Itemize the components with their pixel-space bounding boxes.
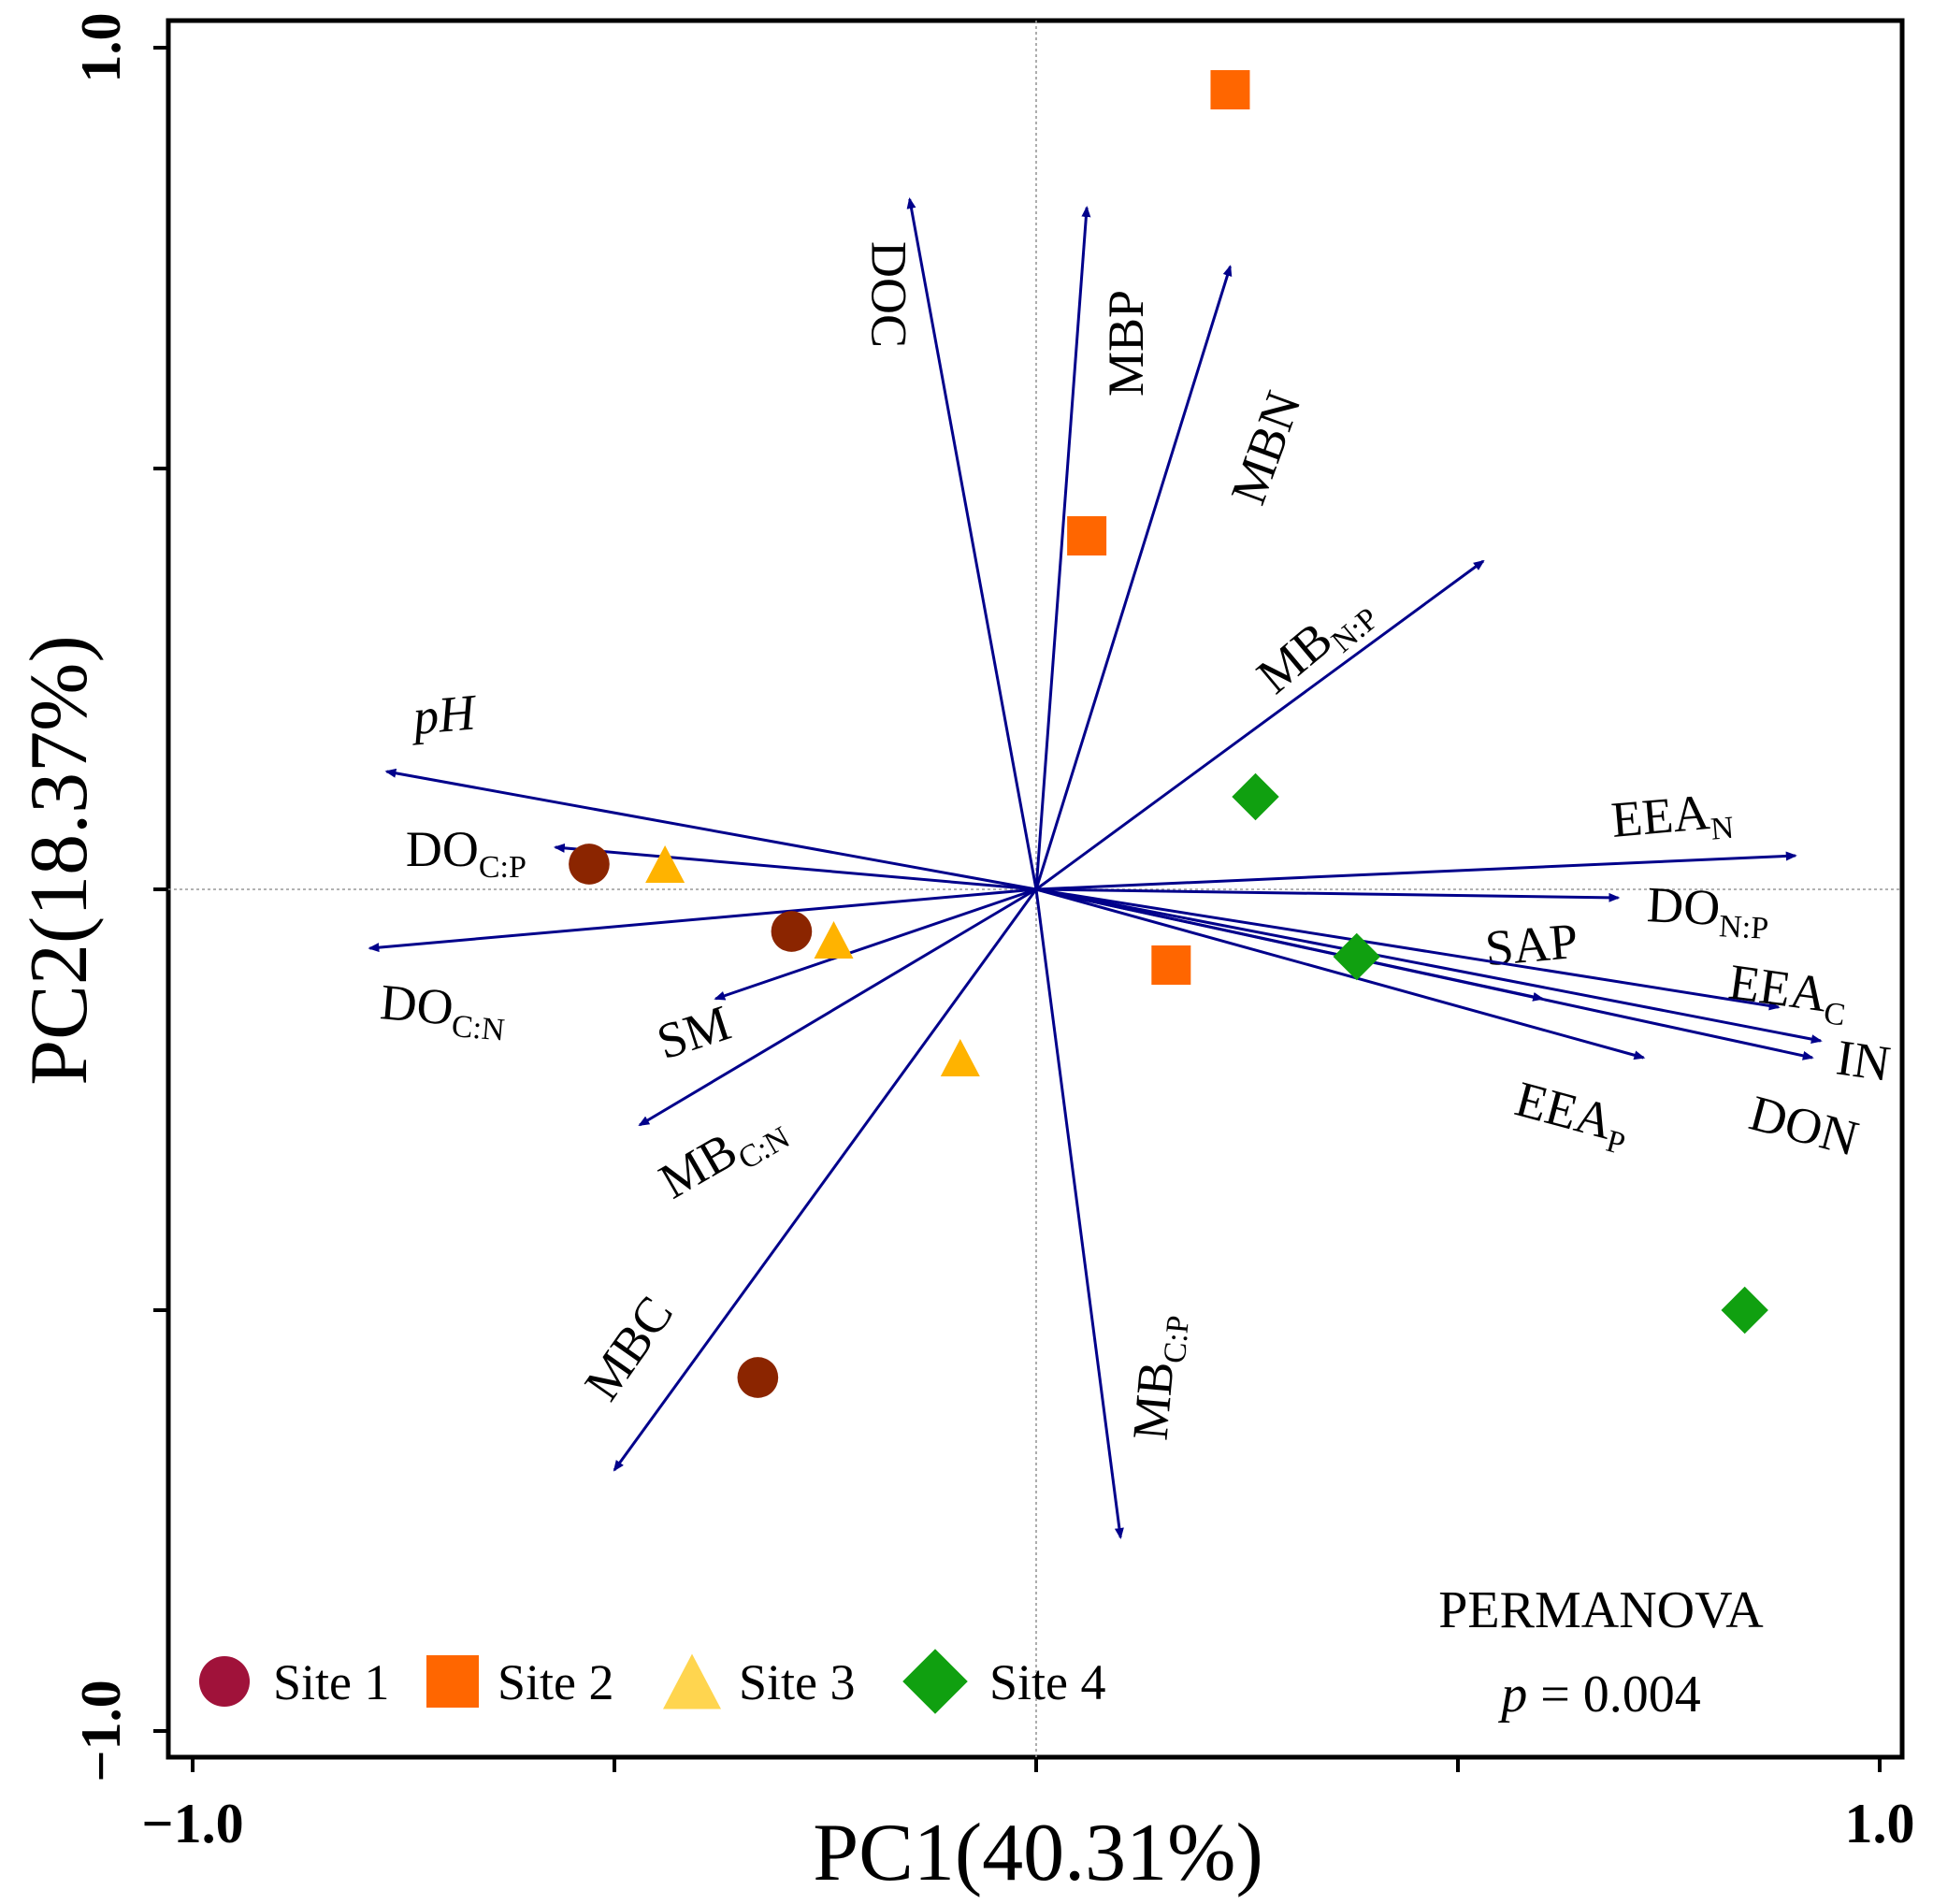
vector-mbp <box>1034 206 1091 890</box>
vector-label-main: DO <box>406 821 479 877</box>
vector-label-subscript: C:P <box>479 850 527 885</box>
y-axis-title: PC2(18.37%) <box>14 635 105 1086</box>
vector-do-c-p <box>553 843 1037 891</box>
x-tick-label: −1.0 <box>141 1793 243 1854</box>
vector-label-main: MBN <box>1219 384 1311 512</box>
vector-label-mb-c-n: MBC:N <box>650 1095 796 1216</box>
vector-label-mbc: MBC <box>573 1286 684 1410</box>
vector-label-main: MBP <box>1098 290 1154 397</box>
point-site-4 <box>1232 772 1279 821</box>
vector-label-subscript: C:P <box>1158 1314 1196 1364</box>
vector-label-main: EEA <box>1509 1071 1619 1150</box>
y-tick-label: 1.0 <box>70 13 132 83</box>
vector-sm <box>714 887 1037 1001</box>
p-value-text: = 0.004 <box>1527 1666 1701 1724</box>
vector-label-main: SM <box>650 994 737 1070</box>
vector-label-mbn: MBN <box>1219 384 1311 512</box>
legend-marker-site-3 <box>663 1653 721 1709</box>
vector-label-mb-n-p: MBN:P <box>1247 579 1386 710</box>
vector-label-subscript: N:P <box>1718 909 1769 946</box>
legend-marker-site-2 <box>426 1655 479 1708</box>
point-site-4 <box>1333 932 1380 981</box>
vector-label-mb-c-p: MBC:P <box>1121 1312 1196 1444</box>
legend-marker-site-4 <box>902 1649 968 1714</box>
vector-label-doc: DOC <box>861 241 917 348</box>
vector-doc <box>906 197 1038 890</box>
point-site-1 <box>569 844 610 885</box>
vector-eea-n <box>1035 851 1797 891</box>
vector-label-main: SAP <box>1483 913 1580 976</box>
vector-don <box>1035 887 1814 1060</box>
vector-label-do-c-n: DOC:N <box>378 974 509 1047</box>
vector-label-mbp: MBP <box>1098 290 1154 397</box>
legend-label: Site 1 <box>273 1654 390 1710</box>
vector-label-main: MB <box>650 1121 746 1209</box>
vector-eea-p <box>1035 887 1646 1060</box>
vector-label-sap: SAP <box>1483 913 1580 976</box>
point-site-3 <box>814 921 854 959</box>
legend-item-site-1: Site 1 <box>198 1654 390 1710</box>
vector-label-do-n-p: DON:P <box>1645 876 1770 946</box>
legend-label: Site 4 <box>989 1654 1106 1710</box>
vector-mb-c-n <box>638 887 1037 1127</box>
vector-label-subscript: C <box>1822 996 1848 1033</box>
vector-mb-c-p <box>1034 888 1124 1539</box>
vector-label-subscript: N <box>1709 811 1736 847</box>
point-site-3 <box>645 845 685 883</box>
vector-label-ph: pH <box>407 684 480 745</box>
p-symbol: p <box>1497 1666 1527 1724</box>
permanova-p-value: p = 0.004 <box>1497 1666 1701 1724</box>
legend: Site 1 Site 2 Site 3 Site 4 <box>198 1649 1106 1714</box>
point-site-4 <box>1721 1286 1768 1334</box>
vector-ph <box>384 768 1037 891</box>
legend-label: Site 3 <box>739 1654 856 1710</box>
vector-do-c-n <box>368 887 1037 953</box>
legend-item-site-2: Site 2 <box>426 1654 614 1710</box>
vector-label-subscript: C:N <box>450 1009 506 1048</box>
sample-points <box>569 70 1768 1398</box>
point-site-3 <box>940 1039 980 1076</box>
axis-ticks: −1.0 1.0 −1.0 1.0 <box>70 13 1915 1855</box>
vector-label-main: EEA <box>1725 953 1830 1022</box>
vector-label-eea-p: EEAP <box>1507 1071 1636 1162</box>
vector-mb-n-p <box>1035 559 1485 891</box>
y-tick-label: −1.0 <box>70 1680 132 1781</box>
vector-label-main: DO <box>378 974 455 1036</box>
vector-label-main: IN <box>1833 1029 1894 1091</box>
legend-label: Site 2 <box>498 1654 614 1710</box>
point-site-1 <box>771 911 813 952</box>
permanova-label: PERMANOVA <box>1438 1581 1764 1639</box>
vector-mbn <box>1034 265 1233 890</box>
vector-label-sm: SM <box>650 994 737 1070</box>
x-tick-label: 1.0 <box>1845 1793 1915 1854</box>
vector-label-main: MBC <box>573 1286 684 1410</box>
legend-item-site-4: Site 4 <box>902 1649 1106 1714</box>
legend-marker-site-1 <box>198 1655 251 1708</box>
x-axis-title: PC1(40.31%) <box>813 1808 1263 1898</box>
vector-label-main: DOC <box>861 241 917 348</box>
vector-label-eea-c: EEAC <box>1724 953 1852 1032</box>
vector-label-main: DON <box>1744 1085 1865 1167</box>
vector-in <box>1035 887 1823 1045</box>
vector-label-main: MB <box>1121 1359 1184 1442</box>
legend-item-site-3: Site 3 <box>663 1653 856 1710</box>
vector-eea-c <box>1035 887 1781 1011</box>
vector-label-don: DON <box>1744 1085 1865 1167</box>
vector-label-do-c-p: DOC:P <box>406 821 527 885</box>
point-site-2 <box>1067 516 1107 555</box>
vector-label-eea-n: EEAN <box>1609 782 1736 856</box>
vector-label-main: DO <box>1646 876 1722 936</box>
vector-do-n-p <box>1035 887 1621 902</box>
vector-mbc <box>613 888 1038 1472</box>
vector-label-in: IN <box>1833 1029 1894 1091</box>
vector-label-main: EEA <box>1609 784 1712 848</box>
point-site-1 <box>737 1357 779 1398</box>
point-site-2 <box>1151 945 1191 985</box>
point-site-2 <box>1210 70 1250 109</box>
vector-label-main: pH <box>407 684 480 745</box>
vector-label-main: MB <box>1247 611 1343 704</box>
